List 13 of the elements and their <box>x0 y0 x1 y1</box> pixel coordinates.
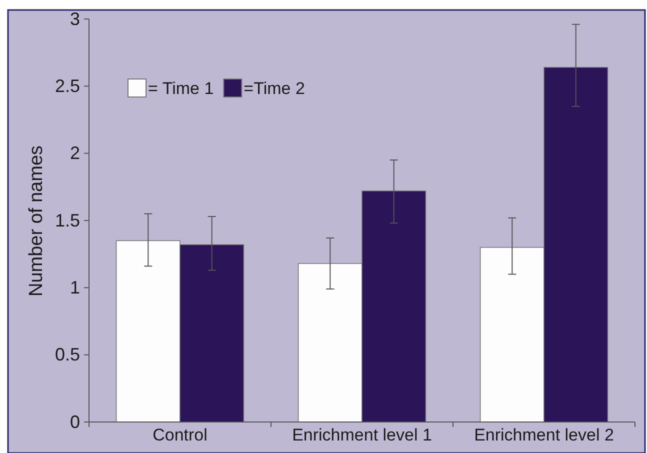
y-tick-label: 1 <box>70 277 80 298</box>
legend-label: = Time 1 <box>148 79 214 98</box>
y-tick-label: 3 <box>70 8 80 29</box>
x-tick-label: Control <box>152 425 208 444</box>
y-tick-label: 1.5 <box>54 210 80 230</box>
y-tick-label: 2 <box>70 143 80 164</box>
x-tick-label: Enrichment level 2 <box>474 425 614 444</box>
y-tick-label: 0.5 <box>54 344 80 365</box>
y-axis-title: Number of names <box>26 145 47 297</box>
y-tick-label: 2.5 <box>54 76 80 96</box>
y-tick-label: 0 <box>70 412 80 432</box>
x-tick-label: Enrichment level 1 <box>292 425 432 444</box>
legend-label: =Time 2 <box>244 79 305 98</box>
